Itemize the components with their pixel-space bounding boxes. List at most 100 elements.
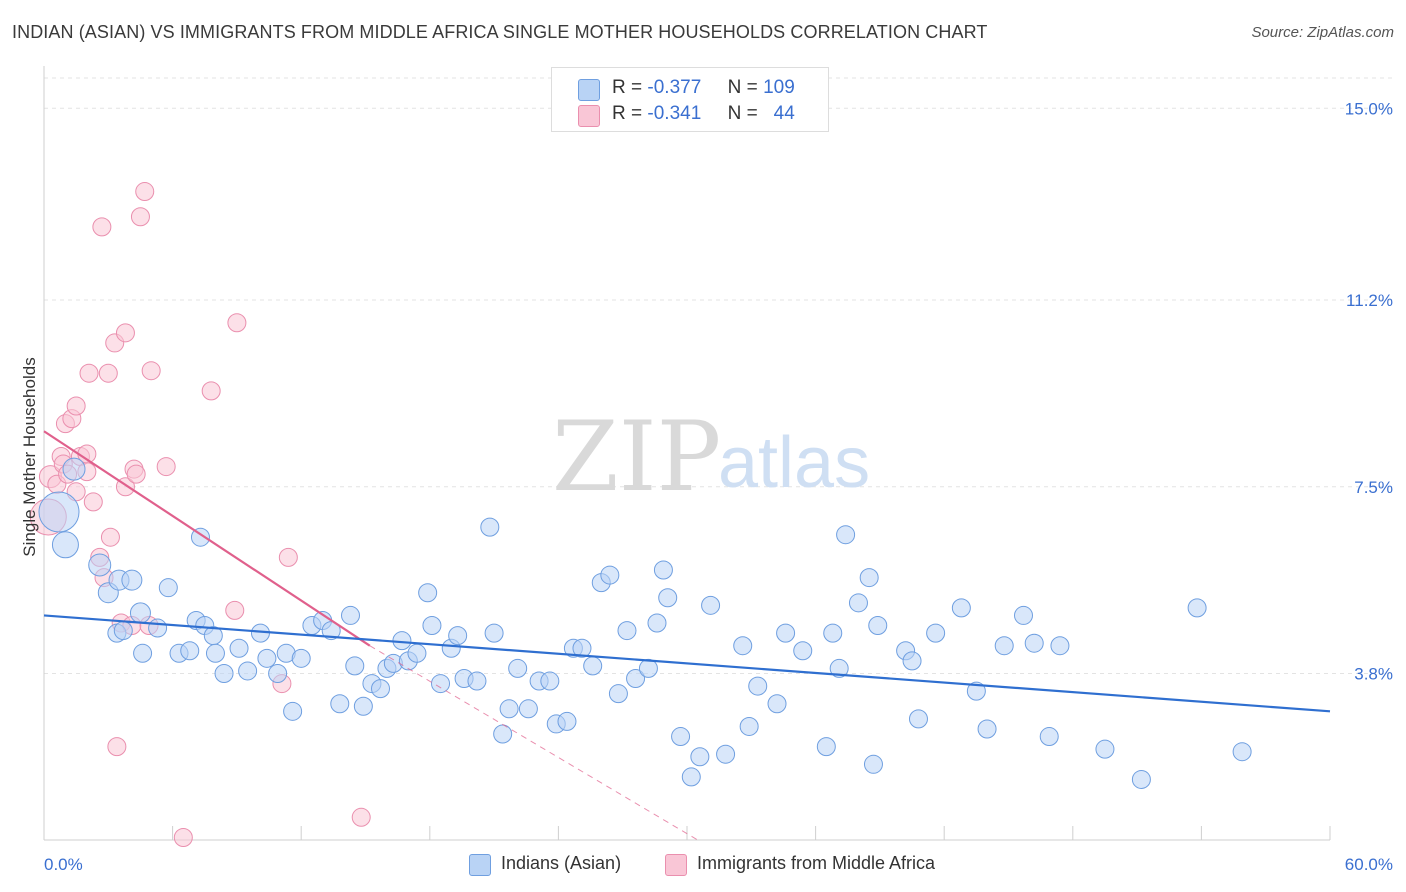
scatter-point-indians — [617, 621, 637, 641]
scatter-point-indians — [647, 613, 667, 633]
trend-line-middle-africa — [43, 430, 371, 647]
scatter-point-indians — [1187, 598, 1207, 618]
scatter-point-indians — [1095, 739, 1115, 759]
scatter-point-indians — [38, 491, 80, 533]
scatter-point-middle-africa — [156, 457, 176, 477]
legend-n-value-indians: 109 — [763, 77, 795, 98]
scatter-point-indians — [407, 643, 427, 663]
scatter-point-indians — [951, 598, 971, 618]
series-legend-label-indians: Indians (Asian) — [501, 853, 622, 873]
scatter-point-indians — [268, 663, 288, 683]
scatter-point-middle-africa — [227, 313, 247, 333]
scatter-point-indians — [681, 767, 701, 787]
watermark-atlas: atlas — [718, 423, 870, 503]
scatter-point-indians — [977, 719, 997, 739]
scatter-point-indians — [733, 636, 753, 656]
scatter-point-middle-africa — [130, 207, 150, 227]
scatter-point-indians — [238, 661, 258, 681]
scatter-point-middle-africa — [173, 827, 193, 847]
scatter-point-indians — [1014, 605, 1034, 625]
chart-title: INDIAN (ASIAN) VS IMMIGRANTS FROM MIDDLE… — [12, 22, 988, 42]
scatter-point-indians — [133, 643, 153, 663]
scatter-point-indians — [638, 658, 658, 678]
scatter-point-middle-africa — [201, 381, 221, 401]
scatter-point-indians — [493, 724, 513, 744]
scatter-point-indians — [1232, 742, 1252, 762]
y-axis-title: Single Mother Households — [20, 357, 39, 556]
scatter-point-indians — [418, 583, 438, 603]
trend-line-indians — [43, 614, 1331, 713]
scatter-point-middle-africa — [100, 527, 120, 547]
scatter-point-indians — [480, 517, 500, 537]
scatter-point-indians — [291, 648, 311, 668]
scatter-point-indians — [190, 527, 210, 547]
series-legend-swatch-indians — [469, 854, 491, 876]
scatter-point-indians — [748, 676, 768, 696]
scatter-point-indians — [776, 623, 796, 643]
scatter-point-indians — [848, 593, 868, 613]
scatter-point-indians — [508, 658, 528, 678]
scatter-point-indians — [572, 638, 592, 658]
scatter-point-indians — [499, 699, 519, 719]
scatter-point-indians — [88, 553, 112, 577]
scatter-point-indians — [214, 663, 234, 683]
scatter-point-indians — [908, 709, 928, 729]
scatter-point-middle-africa — [135, 182, 155, 202]
scatter-point-middle-africa — [66, 396, 86, 416]
legend-r-label: R = — [612, 103, 643, 124]
scatter-point-indians — [823, 623, 843, 643]
scatter-point-indians — [767, 694, 787, 714]
scatter-point-indians — [62, 457, 86, 481]
scatter-point-middle-africa — [92, 217, 112, 237]
tick-labels: 3.8% 7.5% 11.2% 15.0% 0.0% 60.0% — [44, 99, 1393, 874]
scatter-point-indians — [671, 727, 691, 747]
legend-n-label: N = — [727, 77, 758, 98]
watermark: ZIP atlas — [552, 401, 870, 513]
y-tick-label: 7.5% — [1354, 478, 1393, 497]
y-tick-label: 3.8% — [1354, 664, 1393, 683]
scatter-point-indians — [716, 744, 736, 764]
scatter-point-indians — [829, 658, 849, 678]
series-legend: Indians (Asian) Immigrants from Middle A… — [0, 852, 1406, 878]
scatter-point-indians — [926, 623, 946, 643]
trend-lines — [43, 430, 1331, 841]
scatter-point-middle-africa — [225, 600, 245, 620]
scatter-point-middle-africa — [126, 464, 146, 484]
scatter-point-indians — [793, 641, 813, 661]
scatter-point-indians — [229, 638, 249, 658]
scatter-point-indians — [422, 616, 442, 636]
gridlines — [44, 77, 1392, 674]
watermark-zip: ZIP — [552, 401, 721, 513]
scatter-point-indians — [257, 648, 277, 668]
scatter-point-indians — [583, 656, 603, 676]
scatter-point-indians — [205, 643, 225, 663]
scatter-point-indians — [658, 588, 678, 608]
legend-n-value-middle-africa: 44 — [773, 103, 795, 124]
scatter-point-middle-africa — [141, 361, 161, 381]
scatter-point-indians — [600, 565, 620, 585]
scatter-point-indians — [431, 674, 451, 694]
scatter-point-middle-africa — [98, 363, 118, 383]
scatter-point-indians — [345, 656, 365, 676]
scatter-point-indians — [121, 569, 143, 591]
scatter-point-indians — [180, 641, 200, 661]
y-tick-label: 11.2% — [1346, 291, 1393, 310]
scatter-point-indians — [1024, 633, 1044, 653]
scatter-point-indians — [690, 747, 710, 767]
scatter-point-indians — [113, 621, 133, 641]
axes — [43, 66, 1331, 841]
scatter-point-indians — [863, 754, 883, 774]
legend-n-label: N = — [727, 103, 758, 124]
scatter-point-indians — [608, 684, 628, 704]
legend-r-value-indians: -0.377 — [647, 77, 702, 98]
scatter-point-middle-africa — [83, 492, 103, 512]
trend-line-middle-africa-extension — [369, 645, 698, 841]
series-middle-africa-points — [29, 182, 371, 847]
x-tick-label-min: 0.0% — [44, 855, 83, 874]
scatter-point-indians — [330, 694, 350, 714]
scatter-point-indians — [484, 623, 504, 643]
scatter-point-indians — [902, 651, 922, 671]
scatter-point-indians — [540, 671, 560, 691]
legend-r-value-middle-africa: -0.341 — [647, 103, 702, 124]
